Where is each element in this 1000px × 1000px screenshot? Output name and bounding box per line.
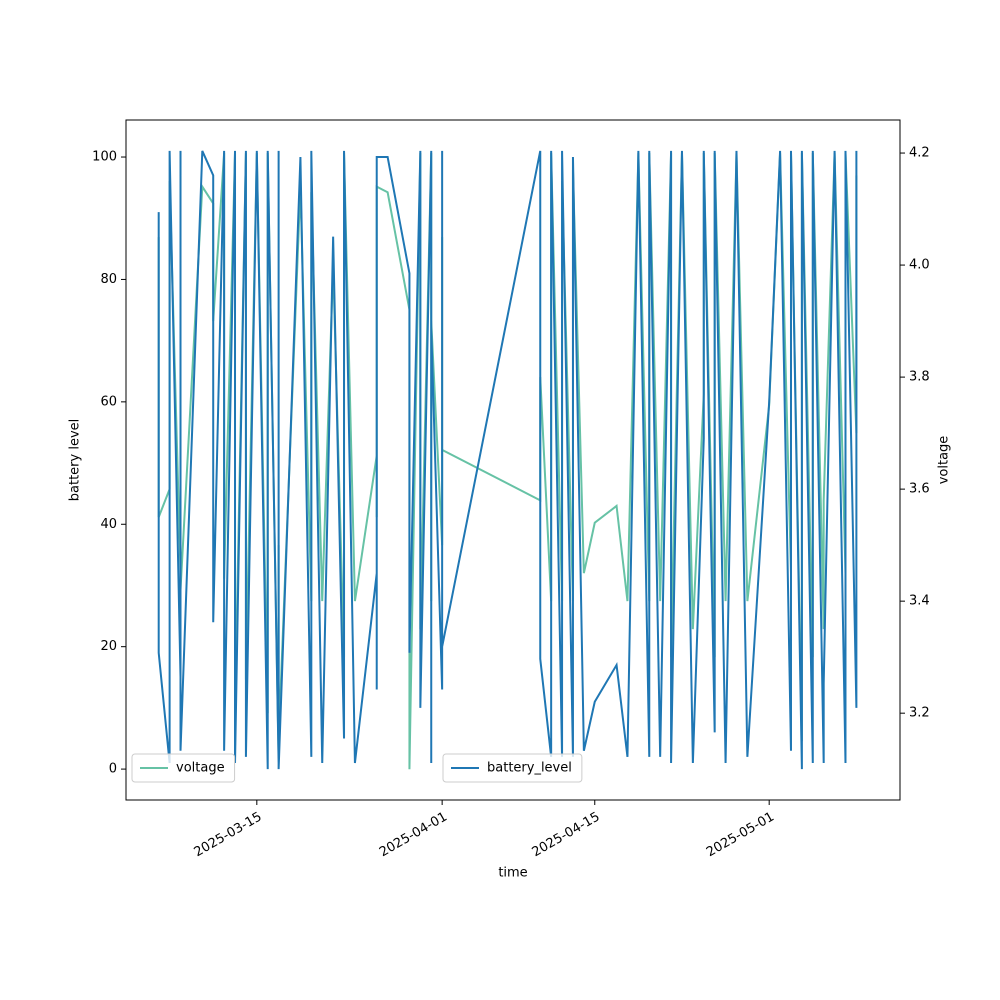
y2-tick-label: 3.2 [909, 706, 930, 721]
y-tick-label: 60 [100, 394, 117, 409]
y2-tick-label: 3.8 [909, 370, 930, 385]
y2-tick-label: 3.4 [909, 594, 930, 609]
y-tick-label: 80 [100, 272, 117, 287]
x-tick-label: 2025-04-01 [377, 810, 450, 861]
legend-label: battery_level [487, 761, 572, 776]
y2-tick-label: 4.0 [909, 258, 930, 273]
y2-axis-label: voltage [937, 436, 952, 485]
legend-box [442, 753, 583, 783]
y-tick-label: 20 [100, 639, 117, 654]
y-tick-label: 40 [100, 517, 117, 532]
series-line [157, 150, 858, 770]
x-tick-label: 2025-05-01 [704, 810, 777, 861]
legend: voltage [131, 753, 236, 783]
legend-box [131, 753, 236, 783]
x-tick-label: 2025-04-15 [530, 810, 603, 861]
y-axis-label: battery level [68, 419, 83, 502]
y-tick-label: 100 [92, 150, 117, 165]
x-axis-label: time [498, 866, 527, 881]
y2-tick-label: 4.2 [909, 146, 930, 161]
plot-frame [125, 119, 901, 801]
y2-tick-label: 3.6 [909, 482, 930, 497]
legend-label: voltage [176, 761, 225, 776]
legend: battery_level [442, 753, 583, 783]
y-tick-label: 0 [109, 762, 117, 777]
x-tick-label: 2025-03-15 [192, 810, 265, 861]
